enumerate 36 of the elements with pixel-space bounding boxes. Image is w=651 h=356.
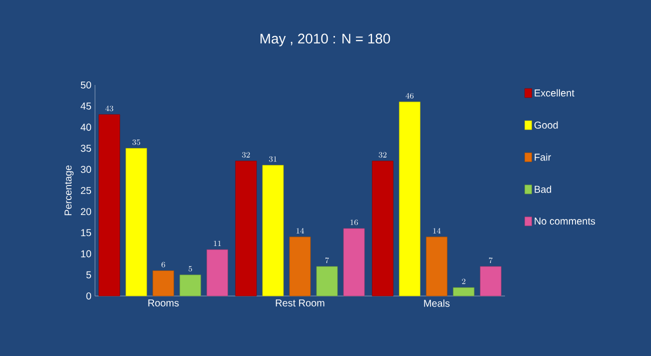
bar xyxy=(235,160,257,296)
bar xyxy=(152,270,174,296)
bar xyxy=(398,102,420,296)
x-tick-label: Rest Room xyxy=(276,300,324,306)
legend-label: Bad xyxy=(534,186,552,193)
y-tick-label: 10 xyxy=(81,250,92,258)
y-tick-label: 0 xyxy=(86,292,92,300)
bar xyxy=(480,266,502,296)
bar xyxy=(452,287,474,296)
x-tick-label: Rooms xyxy=(148,300,179,306)
bar xyxy=(426,236,448,296)
bar xyxy=(126,148,148,296)
chart-title: May , 2010 : N = 180 xyxy=(260,34,390,46)
legend-label: No comments xyxy=(534,218,596,225)
y-tick-label: 50 xyxy=(80,81,92,89)
y-axis-title: Percentage xyxy=(64,165,74,216)
y-tick-label: 45 xyxy=(80,102,92,110)
bar xyxy=(180,274,202,296)
y-tick-label: 30 xyxy=(80,166,92,173)
bar xyxy=(316,266,338,296)
bar xyxy=(289,236,311,296)
legend-label: Good xyxy=(534,121,558,129)
y-tick-label: 20 xyxy=(80,208,92,216)
bar xyxy=(98,114,120,296)
y-tick-label: 5 xyxy=(86,271,92,278)
bar xyxy=(262,164,284,296)
y-tick-label: 40 xyxy=(80,124,92,131)
bar xyxy=(343,228,365,296)
bar xyxy=(206,249,228,296)
legend-label: Fair xyxy=(534,153,551,161)
bar xyxy=(372,160,394,296)
x-tick-label: Meals xyxy=(424,300,450,307)
y-tick-label: 25 xyxy=(80,186,92,194)
y-tick-label: 15 xyxy=(81,229,92,236)
legend-label: Excellent xyxy=(534,89,574,97)
y-tick-label: 35 xyxy=(80,144,92,152)
